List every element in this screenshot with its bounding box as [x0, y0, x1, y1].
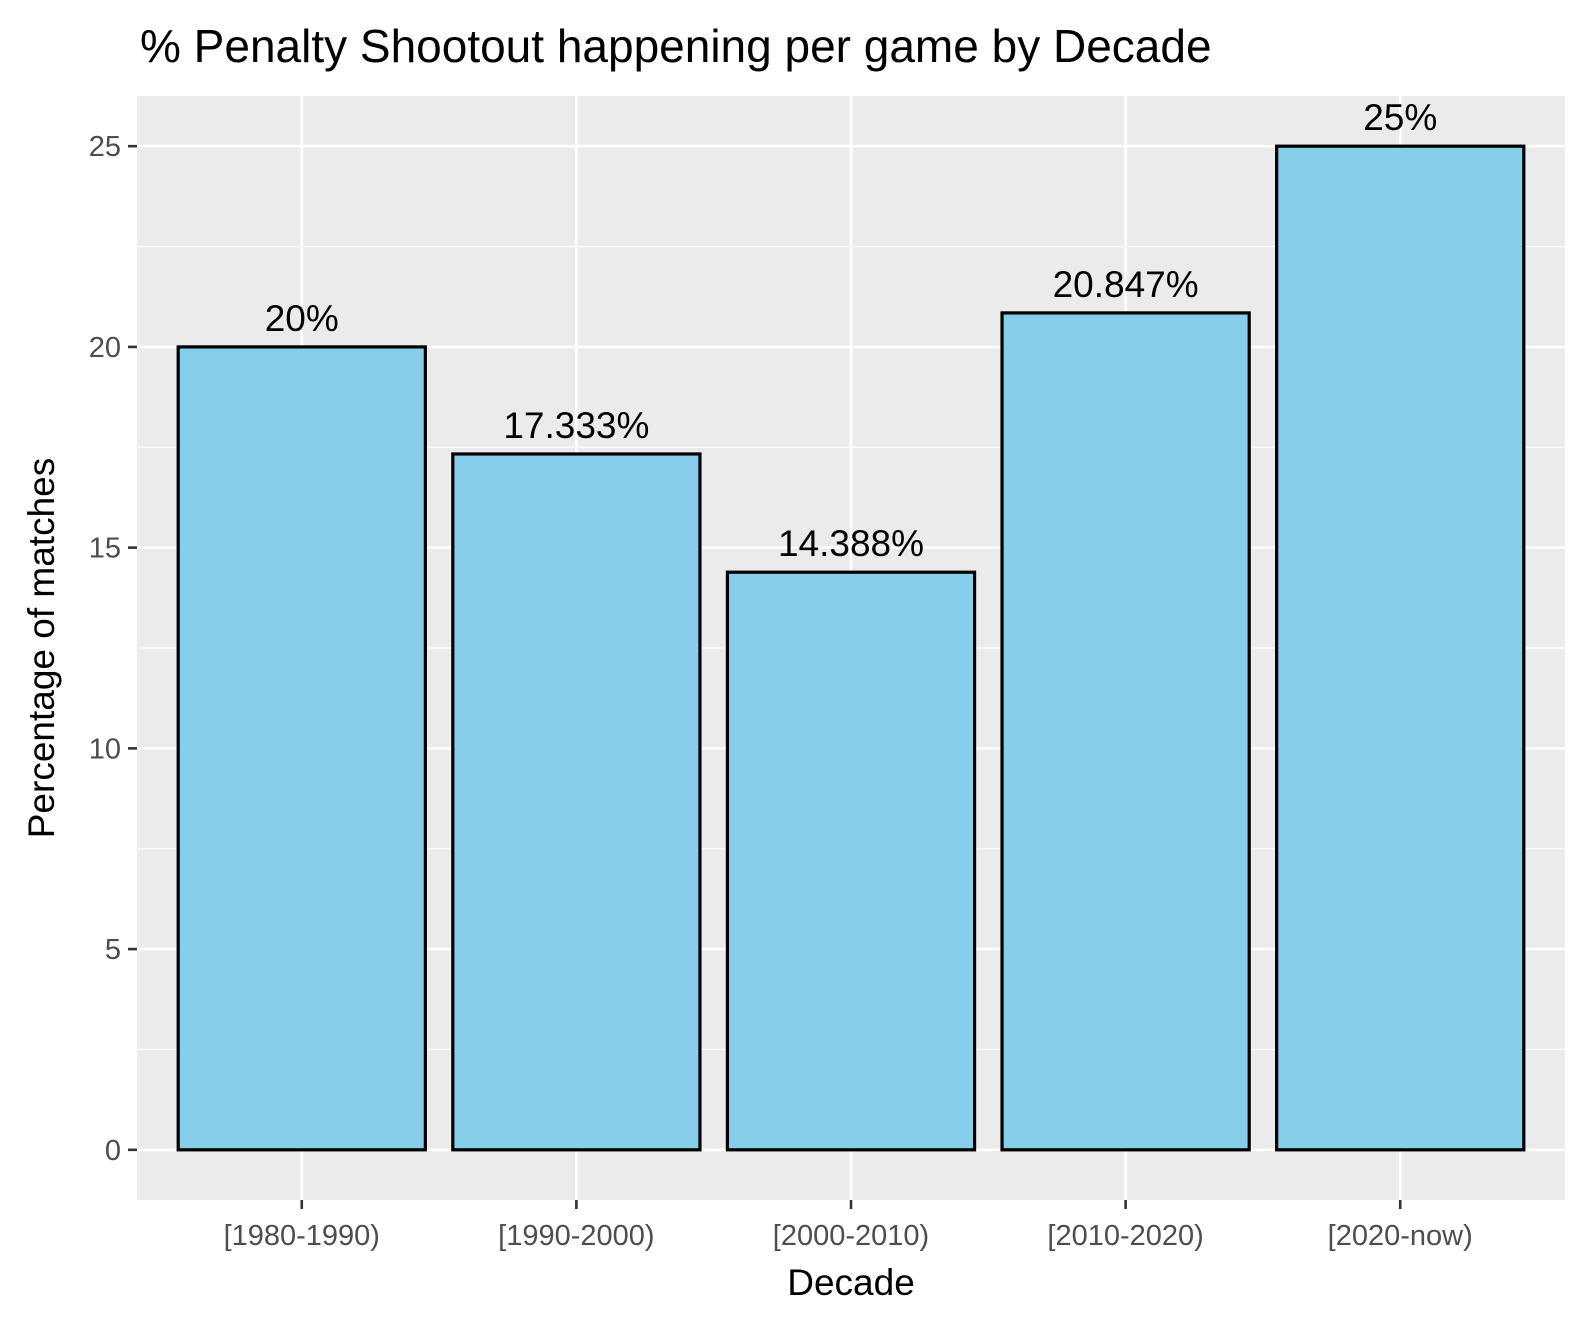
- bar-value-label: 20%: [265, 298, 339, 339]
- data-labels: 20% 17.333% 14.388% 20.847% 25%: [265, 97, 1438, 564]
- bar: [725, 570, 977, 1152]
- x-axis: [1980-1990) [1990-2000) [2000-2010) [2010-2…: [224, 1200, 1473, 1252]
- bar-value-label: 14.388%: [778, 523, 924, 564]
- bar-value-label: 20.847%: [1053, 264, 1199, 305]
- x-tick-label: [1990-2000): [498, 1220, 654, 1252]
- y-tick-label: 15: [89, 533, 121, 565]
- y-tick-label: 5: [105, 934, 121, 966]
- y-axis: 0 5 10 15 20 25: [89, 131, 137, 1167]
- bar: [1275, 144, 1526, 1152]
- x-axis-title: Decade: [787, 1262, 915, 1303]
- bars: [176, 144, 1526, 1152]
- y-tick-label: 25: [89, 131, 121, 163]
- bar-value-label: 25%: [1363, 97, 1437, 138]
- y-tick-label: 0: [105, 1135, 121, 1167]
- y-tick-label: 20: [89, 332, 121, 364]
- bar: [176, 345, 427, 1152]
- bar: [451, 452, 702, 1152]
- bar: [1000, 311, 1251, 1152]
- y-axis-title: Percentage of matches: [21, 458, 62, 839]
- x-tick-label: [1980-1990): [224, 1220, 380, 1252]
- bar-value-label: 17.333%: [503, 405, 649, 446]
- x-tick-label: [2010-2020): [1047, 1220, 1203, 1252]
- y-tick-label: 10: [89, 733, 121, 765]
- x-tick-label: [2000-2010): [773, 1220, 929, 1252]
- chart-title: % Penalty Shootout happening per game by…: [140, 20, 1212, 72]
- x-tick-label: [2020-now): [1328, 1220, 1473, 1252]
